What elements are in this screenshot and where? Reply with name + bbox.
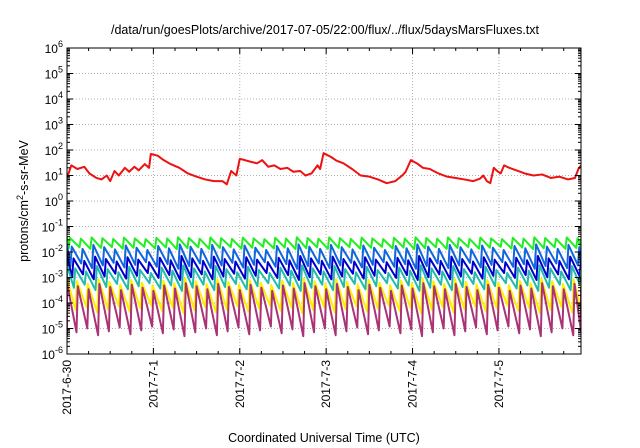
y-tick-label: 101 — [45, 167, 63, 184]
x-tick-label: 2017-7-4 — [406, 360, 420, 408]
y-tick-label: 10-6 — [42, 345, 63, 362]
x-tick-label: 2017-7-5 — [492, 360, 506, 408]
series-line-5 — [67, 264, 581, 292]
y-tick-label: 106 — [45, 39, 63, 56]
series-line-1 — [67, 152, 581, 186]
x-axis-label: Coordinated Universal Time (UTC) — [228, 431, 420, 445]
axis-ticks — [66, 47, 581, 355]
y-tick-label: 102 — [45, 141, 63, 158]
series-line-7 — [67, 282, 581, 338]
series-line-4 — [67, 254, 581, 281]
y-tick-label: 10-2 — [42, 243, 63, 260]
data-series — [67, 152, 581, 338]
y-tick-label: 10-4 — [42, 294, 63, 311]
y-tick-label: 103 — [45, 116, 63, 133]
chart-title: /data/run/goesPlots/archive/2017-07-05/2… — [111, 23, 540, 37]
y-tick-labels: 106 105 104 103 102 101 100 10-1 10-2 10-3 10-4 10-… — [42, 39, 63, 362]
x-tick-label: 2017-7-3 — [319, 360, 333, 408]
y-axis-label: protons/cm2-s-sr-MeV — [15, 139, 31, 261]
x-tick-label: 2017-7-1 — [146, 360, 160, 408]
x-tick-label: 2017-7-2 — [233, 360, 247, 408]
y-tick-label: 10-3 — [42, 269, 63, 286]
y-tick-label: 10-1 — [42, 218, 63, 235]
x-tick-labels: 2017-6-30 2017-7-1 2017-7-2 2017-7-3 2017-7-… — [60, 360, 506, 415]
series-line-6 — [67, 277, 581, 315]
y-tick-label: 105 — [45, 65, 63, 82]
series-line-3 — [67, 243, 581, 270]
y-tick-label: 100 — [45, 192, 63, 209]
y-tick-label: 10-5 — [42, 320, 63, 337]
series-line-2 — [67, 236, 581, 251]
y-tick-label: 104 — [45, 90, 63, 107]
x-tick-label: 2017-6-30 — [60, 360, 74, 415]
